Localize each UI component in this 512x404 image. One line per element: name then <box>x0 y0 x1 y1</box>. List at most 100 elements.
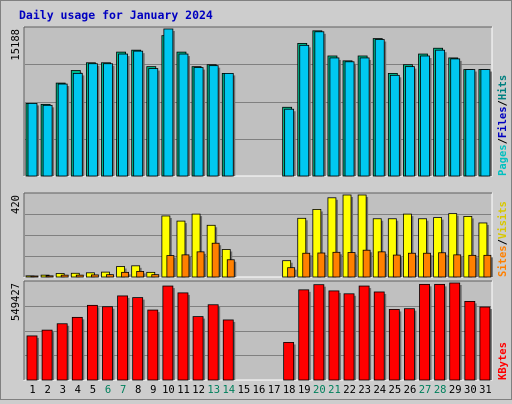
kbytes-bar <box>389 309 399 380</box>
kbytes-bar <box>284 342 294 380</box>
y-max-label-middle: 420 <box>10 195 22 214</box>
files-bar <box>466 70 475 176</box>
sites-bar <box>152 275 159 277</box>
x-tick-label: 8 <box>135 384 141 396</box>
files-bar <box>285 109 294 176</box>
x-tick-label: 13 <box>207 384 220 396</box>
x-tick-label: 28 <box>434 384 447 396</box>
files-bar <box>451 59 460 176</box>
x-tick-label: 20 <box>313 384 326 396</box>
sites-bar <box>61 275 68 277</box>
files-bar <box>481 70 490 176</box>
files-bar <box>315 32 324 176</box>
files-bar <box>103 64 112 176</box>
files-bar <box>58 84 67 176</box>
x-tick-label: 7 <box>120 384 126 396</box>
files-bar <box>73 73 82 176</box>
sites-bar <box>378 252 385 277</box>
sites-bar <box>469 255 476 277</box>
kbytes-bar <box>42 330 52 380</box>
kbytes-bar <box>133 298 143 380</box>
sites-bar <box>76 275 83 277</box>
sites-bar <box>363 250 370 277</box>
series-legend-bottom: KBytes <box>497 342 509 380</box>
files-bar <box>179 54 188 176</box>
files-bar <box>390 75 399 176</box>
kbytes-bar <box>359 286 369 380</box>
kbytes-bar <box>374 292 384 380</box>
files-bar <box>149 69 158 176</box>
sites-bar <box>484 255 491 277</box>
y-max-label-top: 15188 <box>10 29 22 61</box>
x-tick-label: 14 <box>222 384 235 396</box>
x-tick-label: 25 <box>389 384 402 396</box>
sites-bar <box>288 268 295 277</box>
sites-bar <box>348 253 355 277</box>
x-tick-label: 19 <box>298 384 311 396</box>
kbytes-bar <box>148 310 158 380</box>
x-tick-label: 12 <box>192 384 205 396</box>
kbytes-bar <box>404 309 414 380</box>
sites-bar <box>137 271 144 277</box>
kbytes-bar <box>72 317 82 380</box>
x-tick-label: 15 <box>238 384 251 396</box>
files-bar <box>43 105 52 176</box>
legend-part: Visits <box>497 201 509 239</box>
files-bar <box>330 58 339 176</box>
kbytes-bar <box>314 285 324 380</box>
kbytes-bar <box>57 324 67 380</box>
series-legend-middle: Sites/Visits <box>497 201 509 277</box>
kbytes-bar <box>344 294 354 380</box>
kbytes-bar <box>193 317 203 380</box>
files-bar <box>28 103 37 176</box>
files-bar <box>300 45 309 176</box>
files-bar <box>134 51 143 176</box>
files-bar <box>119 54 128 176</box>
kbytes-bar <box>299 290 309 380</box>
sites-bar <box>303 253 310 277</box>
kbytes-bar <box>208 305 218 380</box>
files-bar <box>375 40 384 176</box>
kbytes-bar <box>102 307 112 380</box>
x-tick-label: 29 <box>449 384 462 396</box>
x-tick-label: 5 <box>90 384 96 396</box>
sites-bar <box>182 255 189 277</box>
x-tick-label: 3 <box>60 384 66 396</box>
chart-title: Daily usage for January 2024 <box>19 8 213 22</box>
kbytes-bar <box>420 284 430 380</box>
series-legend-top: Pages/Files/Hits <box>497 75 509 176</box>
files-bar <box>209 66 218 176</box>
files-bar <box>405 67 414 176</box>
legend-part: Pages <box>497 144 509 176</box>
x-tick-label: 27 <box>419 384 432 396</box>
y-max-label-bottom: 549427 <box>10 283 22 321</box>
sites-bar <box>333 252 340 277</box>
sites-bar <box>393 255 400 277</box>
sites-bar <box>408 253 415 277</box>
sites-bar <box>424 253 431 277</box>
sites-bar <box>167 256 174 277</box>
sites-bar <box>122 272 129 277</box>
x-tick-label: 10 <box>162 384 175 396</box>
sites-bar <box>318 253 325 277</box>
files-bar <box>88 64 97 176</box>
sites-bar <box>46 276 53 277</box>
x-tick-label: 30 <box>464 384 477 396</box>
x-tick-label: 22 <box>343 384 356 396</box>
kbytes-bar <box>163 286 173 380</box>
x-tick-label: 11 <box>177 384 190 396</box>
x-tick-label: 18 <box>283 384 296 396</box>
files-bar <box>421 56 430 176</box>
x-tick-label: 4 <box>75 384 81 396</box>
kbytes-bar <box>223 320 233 380</box>
files-bar <box>164 29 173 176</box>
files-bar <box>224 73 233 176</box>
sites-bar <box>227 260 234 277</box>
kbytes-bar <box>465 301 475 380</box>
files-bar <box>436 50 445 176</box>
x-tick-label: 1 <box>29 384 35 396</box>
x-tick-label: 2 <box>44 384 50 396</box>
sites-bar <box>197 252 204 277</box>
sites-bar <box>106 275 113 277</box>
